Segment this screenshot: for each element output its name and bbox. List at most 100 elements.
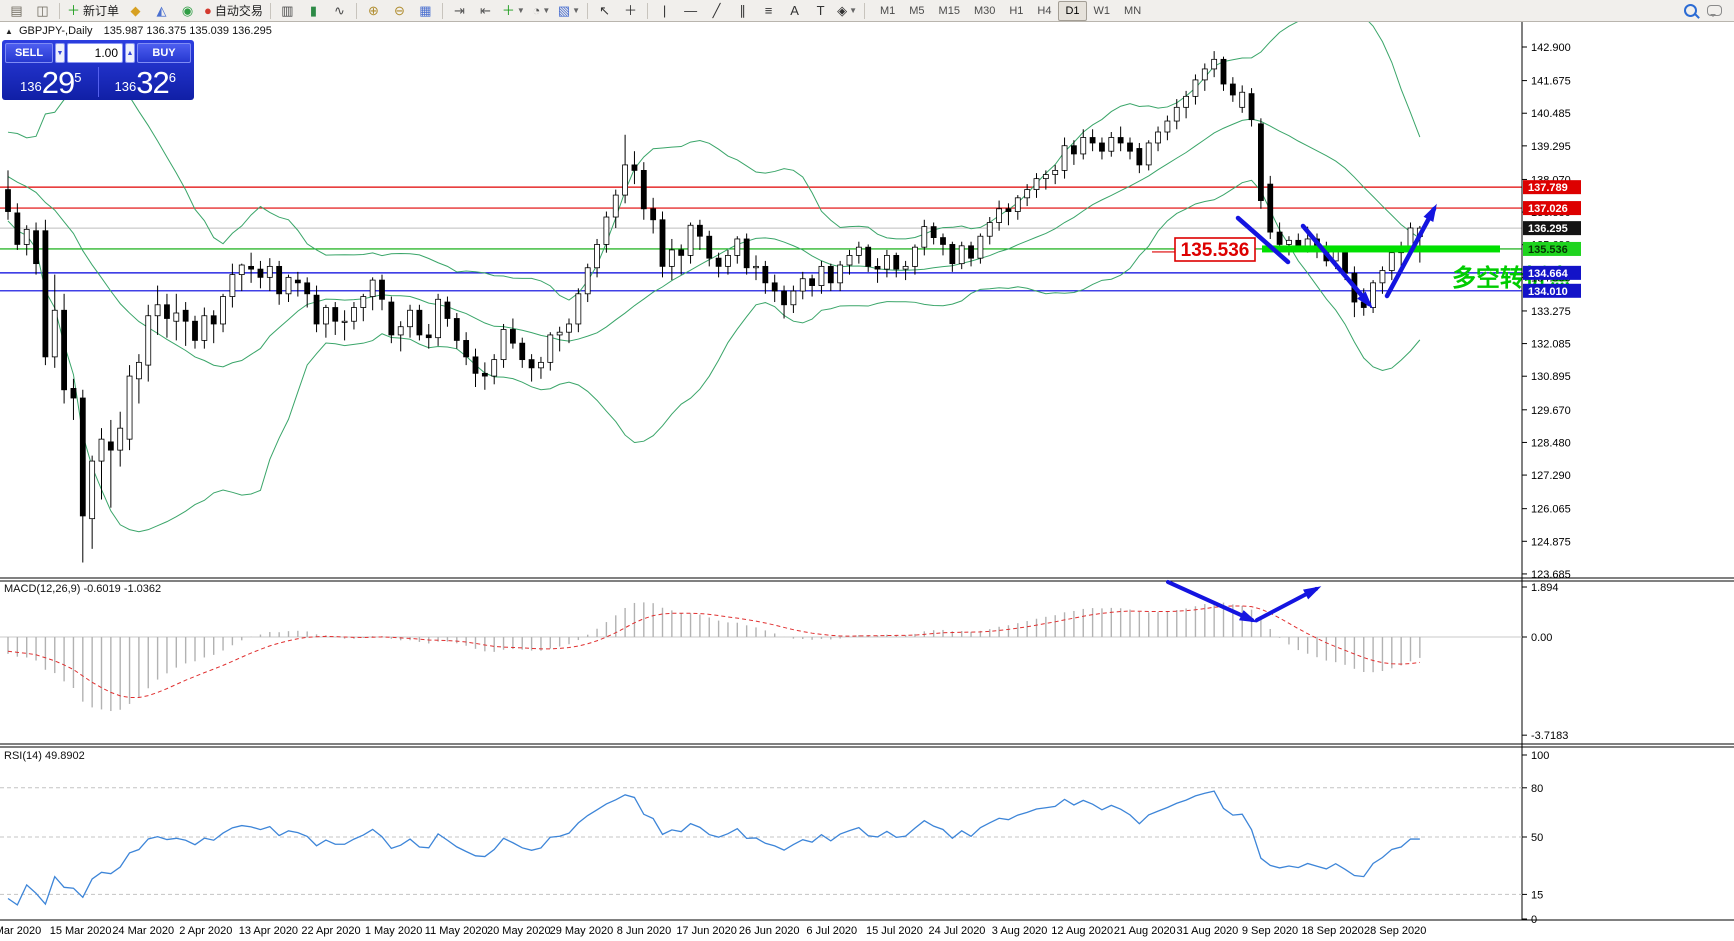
candle-body [1379, 270, 1386, 284]
top-toolbar: ▤ ◫ ＋新订单 ◆ ◭ ◉ ● 自动交易 ▥ ▮ ∿ ⊕ ⊖ ▦ ⇥ ⇤ ＋ ▼ ◔ ▼ ▧ ▼ ↖ ＋ | — ╱ ∥ ≡ A T ◈ ▼ M… [0, 0, 1734, 22]
autotrading-button: ● [204, 3, 212, 18]
channel-icon: ∥ [739, 3, 746, 18]
zoom-in-icon[interactable]: ⊕ [361, 0, 386, 21]
indicators-icon[interactable]: ＋ ▼ [499, 0, 528, 21]
timeframe-w1[interactable]: W1 [1093, 4, 1111, 17]
macd-axis-label: 0.00 [1531, 632, 1552, 644]
volume-input[interactable] [67, 43, 123, 63]
candle-body [538, 361, 544, 369]
price-box-label: 134.010 [1528, 286, 1568, 298]
line-chart-icon[interactable]: ∿ [327, 0, 352, 21]
volume-decrease-button[interactable]: ▼ [55, 43, 65, 63]
label-icon[interactable]: T [808, 0, 833, 21]
candle-body [1239, 91, 1246, 108]
buy-button[interactable]: BUY [137, 43, 191, 63]
candle-body [986, 222, 993, 237]
timeframe-mn[interactable]: MN [1124, 4, 1142, 17]
candle-body [1201, 68, 1208, 81]
candle-body [472, 356, 479, 374]
chart-canvas[interactable]: 135.536多空转折点142.900141.675140.485139.295… [0, 22, 1734, 941]
timeframe-m5[interactable]: M5 [909, 4, 925, 17]
timeframe-m15[interactable]: M15 [938, 4, 960, 17]
one-click-trade-panel: SELL ▼ ▲ BUY 136 29 5 136 32 6 [2, 40, 194, 100]
volume-increase-button[interactable]: ▲ [125, 43, 135, 63]
sell-price[interactable]: 136 29 5 [5, 67, 97, 98]
date-label: 9 Sep 2020 [1242, 925, 1298, 937]
candle-body [1407, 227, 1414, 248]
toolbar-separator [647, 2, 649, 19]
fibonacci-icon[interactable]: ≡ [756, 0, 781, 21]
tile-windows-icon[interactable]: ▦ [413, 0, 438, 21]
zoom-out-icon: ⊖ [393, 3, 405, 18]
candle-body [1388, 252, 1395, 271]
chat-icon[interactable] [1707, 5, 1722, 17]
timeframe-m30[interactable]: M30 [973, 4, 996, 17]
candle-body [837, 264, 844, 284]
candle-body [996, 208, 1002, 223]
buy-price-figure: 136 [114, 79, 137, 94]
price-box-label: 137.026 [1528, 203, 1568, 215]
candle-body [89, 460, 96, 520]
candle-body [921, 226, 928, 248]
candle-body [1183, 95, 1189, 108]
profiles-icon: ◫ [36, 3, 49, 18]
new-chart-icon[interactable]: ▤ [4, 0, 29, 21]
candle-body [51, 309, 58, 358]
candle-body [799, 278, 806, 292]
candle-body [33, 230, 39, 265]
periods-icon[interactable]: ◔ ▼ [529, 0, 554, 21]
candle-body [341, 320, 348, 323]
macd-label: MACD(12,26,9) -0.6019 -1.0362 [4, 583, 162, 595]
candle-body [790, 290, 797, 306]
cursor-icon: ↖ [599, 3, 611, 18]
auto-scroll-icon[interactable]: ⇥ [447, 0, 472, 21]
macd-up-arrow-head [1303, 586, 1322, 600]
timeframe-h1[interactable]: H1 [1009, 4, 1024, 17]
channel-icon[interactable]: ∥ [730, 0, 755, 21]
candle-body [697, 224, 703, 237]
profiles-icon[interactable]: ◫ [30, 0, 55, 21]
date-label: Mar 2020 [0, 925, 41, 937]
search-icon[interactable] [1684, 4, 1697, 17]
cursor-icon[interactable]: ↖ [592, 0, 617, 21]
text-icon: A [790, 3, 799, 18]
candle-body [379, 279, 385, 300]
fibonacci-icon: ≡ [764, 3, 773, 18]
charts-arrow-icon[interactable]: ◭ [149, 0, 174, 21]
horizontal-line-icon[interactable]: — [678, 0, 703, 21]
candle-body [285, 276, 292, 295]
trendline-icon[interactable]: ╱ [704, 0, 729, 21]
candle-body [1258, 123, 1264, 201]
crosshair-icon[interactable]: ＋ [618, 0, 643, 21]
candle-body [1136, 148, 1143, 166]
timeframe-d1[interactable]: D1 [1058, 0, 1087, 21]
vertical-line-icon: | [662, 3, 667, 18]
sell-button[interactable]: SELL [5, 43, 53, 63]
candle-body [912, 246, 918, 267]
price-axis-label: 128.480 [1531, 437, 1571, 449]
text-icon[interactable]: A [782, 0, 807, 21]
buy-price[interactable]: 136 32 6 [100, 67, 192, 98]
signal-icon[interactable]: ◉ [175, 0, 200, 21]
shapes-icon[interactable]: ◈ ▼ [834, 0, 860, 21]
gold-icon[interactable]: ◆ [123, 0, 148, 21]
templates-icon[interactable]: ▧ ▼ [555, 0, 583, 21]
candle-body [1089, 137, 1096, 144]
timeframe-m1[interactable]: M1 [879, 4, 896, 17]
timeframe-h4[interactable]: H4 [1037, 4, 1052, 17]
symbol-name: GBPJPY-,Daily [18, 25, 93, 37]
bar-chart-icon[interactable]: ▥ [275, 0, 300, 21]
date-label: 1 May 2020 [365, 925, 422, 937]
autotrading-button[interactable]: ● 自动交易 [201, 0, 266, 21]
new-order-button[interactable]: ＋新订单 [64, 0, 122, 21]
candle-body [276, 265, 283, 295]
candle-body [659, 219, 666, 267]
signal-icon: ◉ [181, 3, 194, 18]
date-label: 31 Aug 2020 [1177, 925, 1239, 937]
candle-body [1248, 93, 1255, 121]
vertical-line-icon[interactable]: | [652, 0, 677, 21]
zoom-out-icon[interactable]: ⊖ [387, 0, 412, 21]
chart-shift-icon[interactable]: ⇤ [473, 0, 498, 21]
candlestick-chart-icon[interactable]: ▮ [301, 0, 326, 21]
candle-body [397, 326, 404, 336]
